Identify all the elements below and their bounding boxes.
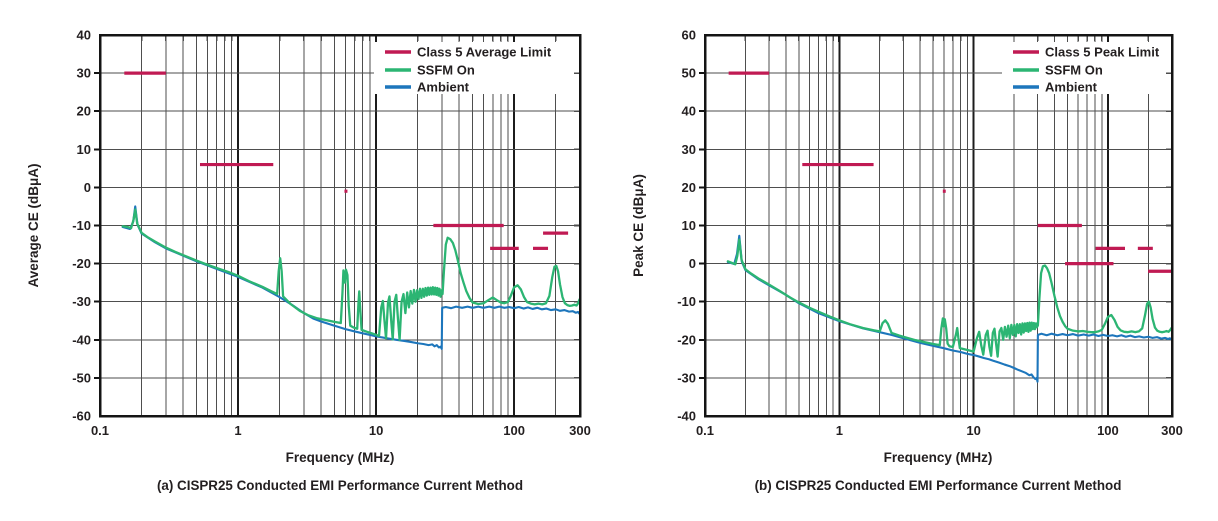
y-tick-label: -50	[72, 370, 91, 385]
y-tick-label: 20	[682, 180, 696, 195]
y-tick-label: -40	[677, 409, 696, 424]
y-tick-label: -20	[72, 256, 91, 271]
limit-segments	[728, 71, 1172, 273]
legend-label: Ambient	[417, 80, 470, 95]
limit-segments	[124, 71, 569, 250]
y-tick-label: 0	[84, 180, 91, 195]
legend-label: Ambient	[1045, 80, 1098, 95]
x-tick-label: 100	[1097, 423, 1119, 438]
ambient-trace	[726, 234, 1174, 383]
y-tick-label: 60	[682, 28, 696, 43]
legend-label: Class 5 Average Limit	[417, 45, 552, 60]
y-tick-label: 10	[77, 142, 91, 157]
y-tick-label: 50	[682, 66, 696, 81]
y-tick-label: 30	[682, 142, 696, 157]
x-tick-label: 0.1	[696, 423, 714, 438]
y-tick-label: -20	[677, 332, 696, 347]
legend-label: Class 5 Peak Limit	[1045, 45, 1160, 60]
chart-b: Class 5 Peak Limit SSFM On Ambient 60 50 40 30…	[631, 28, 1183, 494]
y-tick-label: 0	[689, 256, 696, 271]
x-axis-title: Frequency (MHz)	[286, 450, 395, 465]
y-tick-label: -40	[72, 332, 91, 347]
y-tick-label: -10	[72, 218, 91, 233]
y-tick-label: -30	[72, 294, 91, 309]
chart-caption: (a) CISPR25 Conducted EMI Performance Cu…	[157, 478, 523, 493]
legend-label: SSFM On	[417, 63, 475, 78]
legend: Class 5 Peak Limit SSFM On Ambient	[1013, 45, 1160, 95]
legend: Class 5 Average Limit SSFM On Ambient	[385, 45, 552, 95]
y-tick-label: 20	[77, 104, 91, 119]
chart-a: Class 5 Average Limit SSFM On Ambient 40 30 2…	[26, 28, 591, 494]
x-axis-title: Frequency (MHz)	[884, 450, 993, 465]
x-tick-label: 300	[1161, 423, 1183, 438]
plot-border	[703, 33, 1174, 418]
plot-border	[98, 33, 582, 418]
chart-caption: (b) CISPR25 Conducted EMI Performance Cu…	[755, 478, 1122, 493]
y-tick-label: 30	[77, 66, 91, 81]
ssfm-on-trace	[726, 238, 1174, 358]
x-tick-label: 1	[234, 423, 241, 438]
x-tick-label: 10	[369, 423, 383, 438]
chart-b-ticks	[699, 36, 1171, 379]
x-tick-label: 0.1	[91, 423, 109, 438]
x-tick-label: 1	[836, 423, 843, 438]
x-tick-label: 100	[503, 423, 525, 438]
y-axis-title: Peak CE (dBμA)	[631, 174, 646, 277]
y-tick-label: -30	[677, 370, 696, 385]
y-tick-label: -10	[677, 294, 696, 309]
y-tick-label: 40	[77, 28, 91, 43]
x-tick-label: 10	[966, 423, 980, 438]
y-axis-title: Average CE (dBμA)	[26, 163, 41, 287]
x-tick-label: 300	[569, 423, 591, 438]
y-tick-label: 40	[682, 104, 696, 119]
ssfm-on-trace	[121, 208, 582, 341]
y-tick-label: 10	[682, 218, 696, 233]
y-tick-label: -60	[72, 409, 91, 424]
legend-label: SSFM On	[1045, 63, 1103, 78]
